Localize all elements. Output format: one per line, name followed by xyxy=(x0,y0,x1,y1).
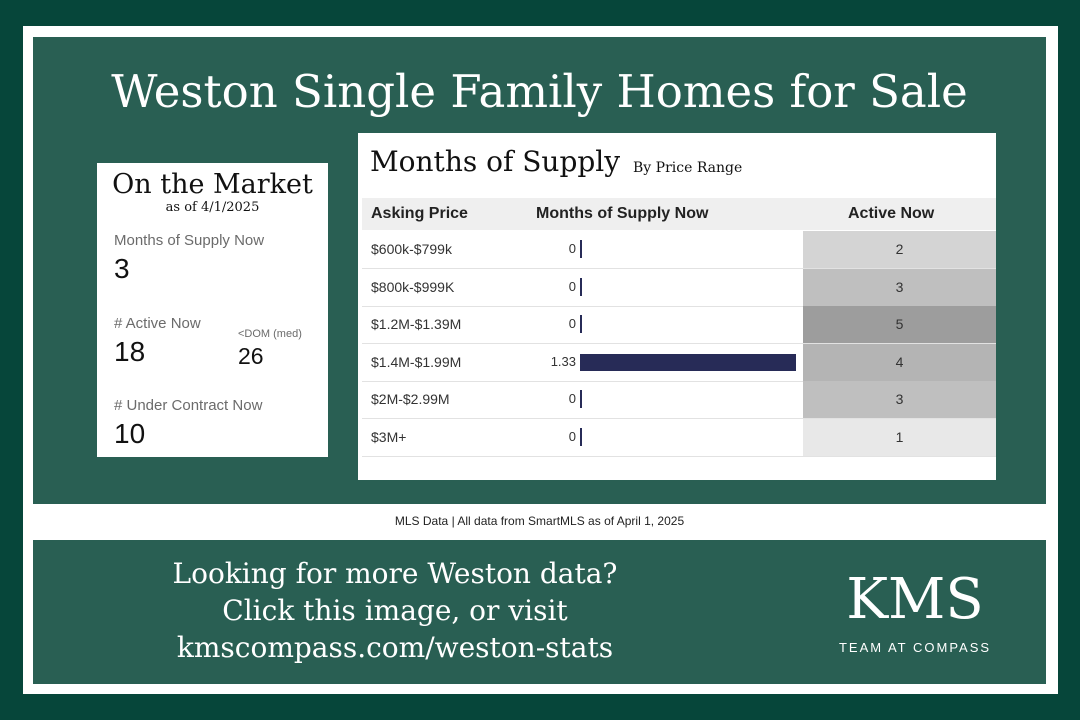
months-supply-bar xyxy=(580,240,582,258)
header-months-supply: Months of Supply Now xyxy=(536,205,709,222)
table-row: $2M-$2.99M 0 3 xyxy=(362,381,996,419)
data-source-footnote: MLS Data | All data from SmartMLS as of … xyxy=(394,514,685,528)
card-subtitle: as of 4/1/2025 xyxy=(165,200,260,215)
months-supply-value: 1.33 xyxy=(550,353,576,369)
dom-value: 26 xyxy=(238,343,264,369)
months-supply-value: 0 xyxy=(568,391,576,406)
cta-line-1: Looking for more Weston data? xyxy=(172,557,618,590)
page-title: Weston Single Family Homes for Sale xyxy=(111,65,968,118)
table-header: Asking Price Months of Supply Now Active… xyxy=(362,198,996,230)
asking-price-cell: $800k-$999K xyxy=(371,278,455,295)
cta-line-3[interactable]: kmscompass.com/weston-stats xyxy=(176,631,614,664)
header-asking-price: Asking Price xyxy=(371,205,468,222)
months-supply-value: 3 xyxy=(114,253,130,284)
active-now-cell: 5 xyxy=(803,306,996,343)
active-now-cell: 1 xyxy=(803,418,996,456)
call-to-action[interactable]: Looking for more Weston data? Click this… xyxy=(130,555,660,666)
months-supply-value: 0 xyxy=(568,278,576,294)
months-supply-bar xyxy=(580,427,582,446)
under-contract-value: 10 xyxy=(114,418,146,449)
table-row: $800k-$999K 0 3 xyxy=(362,268,996,307)
months-supply-value: 0 xyxy=(568,241,576,256)
table-row: $600k-$799k 0 2 xyxy=(362,231,996,269)
active-value: 18 xyxy=(114,336,146,367)
months-supply-value: 0 xyxy=(568,316,576,331)
months-supply-bar xyxy=(580,353,796,371)
under-contract-label: # Under Contract Now xyxy=(114,397,263,414)
months-supply-table-card: Months of Supply By Price Range Asking P… xyxy=(358,133,996,480)
table-subtitle: By Price Range xyxy=(633,160,743,176)
kms-logo-tagline: TEAM AT COMPASS xyxy=(838,640,992,655)
months-supply-bar xyxy=(580,315,582,333)
active-now-cell: 2 xyxy=(803,231,996,268)
kms-logo: KMS xyxy=(846,567,984,632)
active-now-cell: 3 xyxy=(803,268,996,306)
active-now-cell: 3 xyxy=(803,381,996,418)
months-supply-label: Months of Supply Now xyxy=(114,232,265,249)
table-title: Months of Supply xyxy=(370,145,621,178)
asking-price-cell: $1.2M-$1.39M xyxy=(371,316,462,332)
asking-price-cell: $3M+ xyxy=(371,428,407,445)
months-supply-value: 0 xyxy=(568,428,576,444)
bottom-panel[interactable] xyxy=(33,540,1046,684)
table-row: $3M+ 0 1 xyxy=(362,418,996,457)
asking-price-cell: $2M-$2.99M xyxy=(371,391,450,407)
cta-line-2: Click this image, or visit xyxy=(222,594,568,627)
months-supply-bar xyxy=(580,277,582,296)
active-label: # Active Now xyxy=(114,315,201,332)
dom-label: <DOM (med) xyxy=(238,328,302,340)
asking-price-cell: $600k-$799k xyxy=(371,241,452,257)
asking-price-cell: $1.4M-$1.99M xyxy=(371,353,462,370)
active-now-cell: 4 xyxy=(803,343,996,381)
table-row: $1.4M-$1.99M 1.33 4 xyxy=(362,343,996,382)
table-row: $1.2M-$1.39M 0 5 xyxy=(362,306,996,344)
card-title: On the Market xyxy=(112,169,313,200)
on-market-card: On the Market as of 4/1/2025 Months of S… xyxy=(97,163,328,457)
months-supply-bar xyxy=(580,390,582,408)
header-active-now: Active Now xyxy=(848,205,935,222)
